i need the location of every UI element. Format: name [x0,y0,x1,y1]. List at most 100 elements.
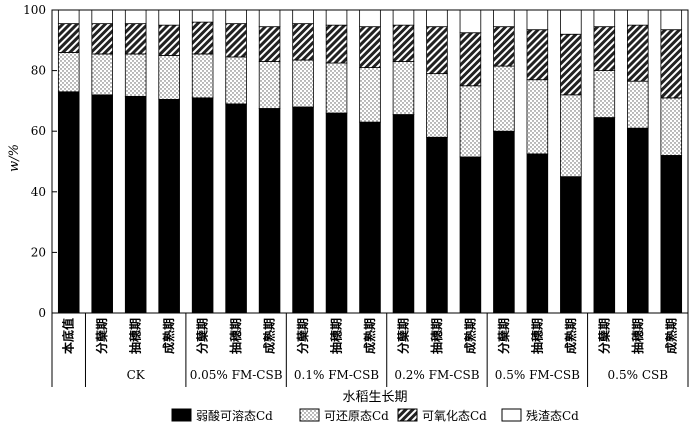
bar-segment-2-15 [526,79,549,155]
group-label: 0.5% FM-CSB [495,368,580,382]
y-tick-label: 20 [31,245,46,259]
legend: 弱酸可溶态Cd 可还原态Cd 可氧化态Cd 残渣态Cd [171,408,579,423]
bar-segment-2-14 [493,65,515,132]
bar-segment-2-16 [560,94,582,178]
bar-segment-1-4 [158,98,180,314]
bar-segment-3-6 [225,23,247,58]
bar-segment-4-11 [392,9,415,26]
y-tick-label: 80 [31,64,46,78]
group-label: 0.2% FM-CSB [394,368,479,382]
legend-label: 可还原态Cd [324,409,389,423]
bar-segment-1-1 [57,91,80,314]
bar-segment-3-15 [526,29,549,81]
bar-segment-1-7 [258,108,281,314]
group-label: 0.1% FM-CSB [294,368,379,382]
x-category-label: 成熟期 [563,318,578,354]
x-category-label: 分蘖期 [195,318,210,354]
bar-segment-4-6 [225,9,247,25]
bar-segment-2-2 [91,53,113,96]
bar-segment-4-5 [191,9,214,23]
group-label: 0.5% CSB [608,368,669,382]
x-category-label: 抽穗期 [329,318,344,354]
legend-label: 弱酸可溶态Cd [196,408,273,423]
bar-segment-2-12 [426,73,448,138]
y-axis-label: w/% [7,144,22,172]
bar-segment-3-14 [493,26,515,67]
bar-segment-3-19 [660,29,683,99]
x-category-label: 抽穗期 [228,318,243,354]
bar-segment-2-10 [359,67,381,123]
bar-segment-3-17 [593,26,616,72]
bar-segment-2-11 [392,61,415,115]
bar-segment-4-4 [158,9,180,26]
bar-segment-2-6 [225,56,247,105]
bar-segment-3-2 [91,23,113,55]
bar-segment-3-10 [359,26,381,68]
bar-segment-3-12 [426,26,448,75]
bar-segment-4-3 [124,9,147,25]
x-axis-label: 水稻生长期 [342,390,407,405]
bar-segment-2-3 [124,53,147,97]
bar-segment-2-17 [593,70,616,118]
legend-swatch [397,408,418,422]
legend-swatch [171,408,192,422]
x-category-label: 分蘖期 [94,318,109,354]
plot-frame [51,9,689,314]
bar-segment-1-13 [459,156,482,314]
bar-segment-1-14 [493,130,515,314]
group-label: CK [127,368,146,382]
bar-segment-4-9 [325,9,348,26]
bar-segment-4-8 [292,9,314,25]
bar-segment-4-7 [258,9,281,28]
bar-segment-2-9 [325,62,348,114]
bar-segment-4-2 [91,9,113,25]
legend-label: 残渣态Cd [526,409,579,423]
x-category-label: 成熟期 [161,318,176,354]
x-category-label: 抽穗期 [128,318,143,354]
bar-segment-2-4 [158,55,180,100]
bar-segment-2-18 [627,80,649,129]
bar-segment-3-3 [124,23,147,55]
group-label: 0.05% FM-CSB [190,368,283,382]
bar-segment-3-8 [292,23,314,61]
bar-segment-2-5 [191,53,214,99]
bar-segment-3-4 [158,24,180,56]
x-category-label: 成熟期 [362,318,377,354]
bar-segment-3-18 [627,24,649,82]
bar-segment-4-12 [426,9,448,28]
bar-segment-2-13 [459,85,482,158]
x-category-label: 抽穗期 [429,318,444,354]
x-category-label: 成熟期 [462,318,477,354]
bar-segment-1-5 [191,97,214,314]
bar-segment-4-19 [660,9,683,31]
legend-swatch [299,408,320,422]
bar-segment-2-7 [258,61,281,109]
bar-segment-4-16 [560,9,582,35]
bar-segment-1-11 [392,114,415,314]
bar-segment-1-3 [124,95,147,314]
bar-segment-1-8 [292,106,314,314]
x-category-label: 抽穗期 [630,318,645,354]
x-category-label: 分蘖期 [596,318,611,354]
x-category-label: 抽穗期 [529,318,544,354]
bar-segment-4-15 [526,9,549,31]
bar-segment-1-16 [560,176,582,314]
legend-swatch [501,408,522,422]
legend-label: 可氧化态Cd [422,409,487,423]
bar-segment-1-17 [593,117,616,314]
bar-segment-1-12 [426,136,448,314]
x-category-label: 本底值 [61,318,76,354]
bar-segment-3-13 [459,32,482,87]
bar-segment-2-1 [57,52,80,93]
bar-segment-1-2 [91,94,113,314]
y-tick-label: 40 [31,185,46,199]
bar-segment-4-10 [359,9,381,28]
bar-segment-4-17 [593,9,616,28]
bar-segment-4-14 [493,9,515,28]
bar-segment-3-5 [191,21,214,55]
x-category-label: 分蘖期 [295,318,310,354]
plot-area: 0 20 40 60 80 100 本底值 分蘖期 抽穗期 成熟期 分蘖期 抽穗期 成熟期 分蘖期 抽穗期 成… [23,3,689,387]
bar-segment-4-13 [459,9,482,34]
bar-segment-1-19 [660,155,683,314]
